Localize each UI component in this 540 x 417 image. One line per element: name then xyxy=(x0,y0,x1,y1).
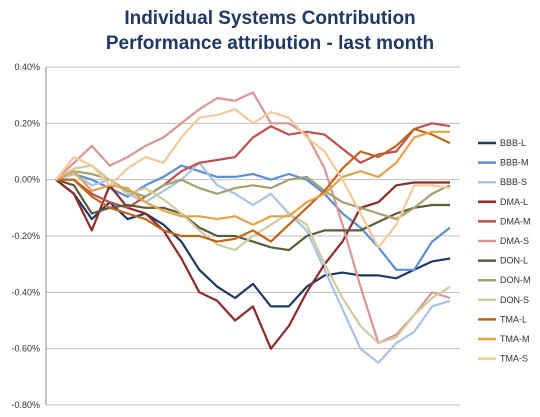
series-line-dma-m xyxy=(56,122,451,209)
legend: BBB-L BBB-M BBB-S DMA-L DMA-M DMA-S DON-L DON-M… xyxy=(478,138,531,364)
series-line-don-s xyxy=(55,164,451,345)
legend-label: DMA-S xyxy=(500,236,529,246)
legend-label: DMA-L xyxy=(500,197,528,207)
legend-label: TMA-S xyxy=(500,354,528,364)
legend-label: DMA-M xyxy=(500,216,531,226)
series-line-bbb-m xyxy=(55,164,451,271)
series-lines xyxy=(55,91,451,364)
series-line-dma-l xyxy=(55,178,450,350)
legend-label: BBB-L xyxy=(500,138,526,148)
legend-label: TMA-L xyxy=(500,314,527,324)
series-line-tma-l xyxy=(56,127,451,243)
legend-label: BBB-M xyxy=(500,158,529,168)
chart-title: Individual Systems Contribution xyxy=(124,8,416,29)
y-tick-label: -0.20% xyxy=(11,231,40,241)
y-tick-label: -0.80% xyxy=(11,400,40,410)
series-line-don-m xyxy=(55,170,451,221)
legend-label: DON-S xyxy=(500,295,529,305)
series-line-tma-m xyxy=(55,130,450,226)
series-line-don-l xyxy=(55,178,450,252)
y-axis: 0.40% 0.20% 0.00% -0.20% -0.40% -0.60% -0.80% xyxy=(11,62,47,410)
y-tick-label: 0.40% xyxy=(14,62,40,72)
y-tick-label: -0.40% xyxy=(11,287,40,297)
series-line-bbb-l xyxy=(55,178,451,308)
y-tick-label: 0.00% xyxy=(14,175,40,185)
legend-label: DON-L xyxy=(500,256,528,266)
series-line-tma-s xyxy=(55,108,451,249)
legend-label: DON-M xyxy=(500,275,531,285)
y-tick-label: 0.20% xyxy=(14,118,40,128)
legend-label: BBB-S xyxy=(500,177,527,187)
legend-label: TMA-M xyxy=(500,334,530,344)
chart-subtitle: Performance attribution - last month xyxy=(105,33,435,54)
y-tick-label: -0.60% xyxy=(11,344,40,354)
